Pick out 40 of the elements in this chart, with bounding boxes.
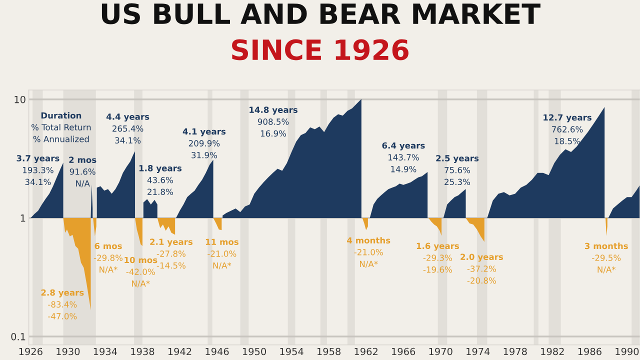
chart-title: US BULL AND BEAR MARKET [102, 3, 540, 24]
y-tick-label: 1 [20, 214, 26, 222]
x-tick-label: 1974 [466, 348, 490, 356]
annotation: 4.4 years 265.4% 34.1% [106, 114, 150, 144]
x-tick-label: 1990 [616, 348, 639, 356]
x-tick-label: 1982 [541, 348, 564, 356]
y-tick-label: 0.1 [11, 332, 26, 340]
x-tick-label: 1958 [318, 348, 341, 356]
x-tick-label: 1930 [56, 348, 80, 356]
x-tick-label: 1966 [392, 348, 416, 356]
annotation: 3.7 years 193.3% 34.1% [16, 155, 60, 186]
x-tick-label: 1950 [242, 348, 266, 356]
annotation: 10 mos -42.0% N/A* [124, 256, 158, 288]
annotation: 2.8 years -83.4% -47.0% [41, 289, 84, 320]
annotation: 3 months -29.5% N/A* [584, 242, 628, 274]
annotation: 2.0 years -37.2% -20.8% [460, 254, 504, 284]
x-tick-label: 1926 [19, 348, 42, 356]
annotation: 4.1 years 209.9% 31.9% [182, 128, 226, 158]
x-tick-label: 1970 [429, 348, 452, 356]
x-tick-label: 1962 [354, 348, 378, 356]
annotation: 2.5 years 75.6% 25.3% [436, 155, 479, 186]
x-tick-label: 1938 [131, 348, 154, 356]
annotation: 12.7 years 762.6% 18.5% [544, 114, 592, 144]
x-tick-label: 1954 [280, 348, 304, 356]
annotation: 6 mos -29.8% N/A* [94, 242, 123, 274]
annotation: 14.8 years 908.5% 16.9% [250, 106, 298, 137]
annotation: 1.6 years -29.3% -19.6% [416, 242, 460, 273]
annotation: 2 mos 91.6% N/A [69, 156, 96, 188]
chart-subtitle: SINCE 1926 [232, 39, 408, 60]
annotation: Duration % Total Return % Annualized [31, 112, 91, 142]
annotation: 1.8 years 43.6% 21.8% [139, 165, 182, 195]
x-tick-label: 1934 [94, 348, 118, 356]
x-tick-label: 1986 [578, 348, 602, 356]
annotation: 6.4 years 143.7% 14.9% [382, 142, 425, 172]
x-tick-label: 1978 [504, 348, 527, 356]
annotation: 11 mos -21.0% N/A* [206, 238, 238, 270]
y-tick-label: 10 [14, 96, 26, 104]
x-tick-label: 1942 [168, 348, 192, 356]
x-tick-label: 1946 [206, 348, 229, 356]
annotation: 4 months -21.0% N/A* [347, 237, 390, 268]
